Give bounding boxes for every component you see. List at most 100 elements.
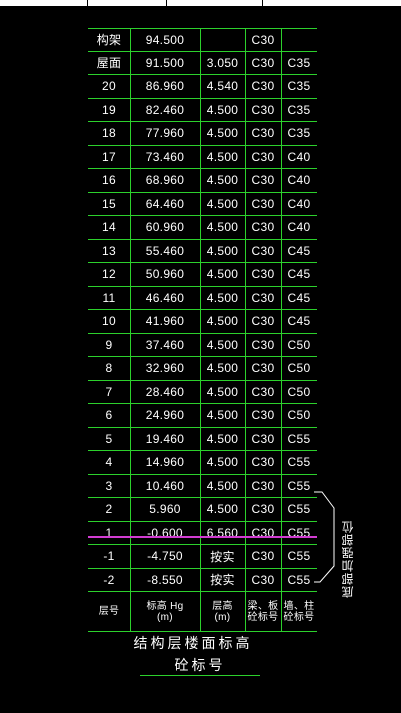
- cell-floor: 11: [102, 290, 116, 305]
- table-row: 1 -0.600 6.560 C30 C55: [88, 522, 317, 545]
- cell-elevation: 24.960: [145, 408, 185, 423]
- cell-col: C55: [287, 549, 311, 564]
- table-row: 12 50.960 4.500 C30 C45: [88, 263, 317, 287]
- cell-col: C35: [287, 55, 311, 70]
- cell-col: C45: [287, 243, 311, 258]
- cell-floor: 构架: [96, 33, 122, 48]
- cell-col: C40: [287, 149, 311, 164]
- cell-floor: 3: [105, 478, 113, 493]
- cell-height: 4.500: [206, 196, 239, 211]
- cell-height: 6.560: [206, 525, 239, 540]
- cell-elevation: 91.500: [145, 55, 185, 70]
- cell-height: 4.500: [206, 408, 239, 423]
- cell-beam: C30: [251, 55, 275, 70]
- table-row: 6 24.960 4.500 C30 C50: [88, 404, 317, 428]
- cell-floor: 18: [102, 126, 116, 141]
- cell-floor: 9: [105, 337, 113, 352]
- top-tick: [262, 0, 263, 6]
- table-row: 8 32.960 4.500 C30 C50: [88, 357, 317, 381]
- header-text: 梁、板: [247, 600, 279, 612]
- cell-col: C55: [287, 478, 311, 493]
- table-row: 4 14.960 4.500 C30 C55: [88, 451, 317, 475]
- cell-floor: 20: [102, 79, 116, 94]
- cell-beam: C30: [251, 102, 275, 117]
- cell-elevation: 86.960: [145, 79, 185, 94]
- cell-height: 4.500: [206, 361, 239, 376]
- cell-height: 4.540: [206, 79, 239, 94]
- cell-beam: C30: [251, 572, 275, 587]
- header-text: 墙、柱: [283, 600, 315, 612]
- cell-floor: 12: [102, 267, 116, 282]
- table-row: 10 41.960 4.500 C30 C45: [88, 310, 317, 334]
- cell-floor: 17: [102, 149, 116, 164]
- cell-floor: 5: [105, 431, 113, 446]
- table-row: 15 64.460 4.500 C30 C40: [88, 193, 317, 216]
- cell-elevation: -4.750: [147, 549, 183, 564]
- cell-beam: C30: [251, 220, 275, 235]
- cell-col: C50: [287, 384, 311, 399]
- cell-elevation: 5.960: [149, 502, 181, 517]
- table-header-row: 层号 标高 Hg (m) 层高 (m) 梁、板 砼标号 墙、柱 砼标号: [88, 592, 317, 632]
- table-row: -1 -4.750 按实 C30 C55: [88, 545, 317, 569]
- cell-elevation: 37.460: [145, 337, 185, 352]
- cell-beam: C30: [251, 314, 275, 329]
- cell-height: 按实: [210, 573, 235, 588]
- header-cell: 梁、板 砼标号: [245, 592, 281, 631]
- top-tick: [87, 0, 88, 6]
- cell-beam: C30: [251, 196, 275, 211]
- cell-col: C40: [287, 196, 311, 211]
- brace-bracket: [314, 491, 335, 583]
- table-row: 3 10.460 4.500 C30 C55: [88, 475, 317, 498]
- cell-beam: C30: [251, 290, 275, 305]
- table-row: 2 5.960 4.500 C30 C55: [88, 498, 317, 522]
- cell-floor: 14: [102, 220, 116, 235]
- cell-height: 4.500: [206, 455, 239, 470]
- cell-beam: C30: [251, 79, 275, 94]
- cell-beam: C30: [251, 126, 275, 141]
- top-tick: [166, 0, 167, 6]
- cell-elevation: 10.460: [145, 478, 185, 493]
- cell-floor: 10: [102, 314, 116, 329]
- cell-floor: -1: [103, 549, 115, 564]
- cell-beam: C30: [251, 243, 275, 258]
- cell-elevation: 28.460: [145, 384, 185, 399]
- column-divider: [281, 28, 282, 632]
- header-text: 砼标号: [283, 611, 315, 623]
- cell-col: C50: [287, 408, 311, 423]
- cell-height: 4.500: [206, 267, 239, 282]
- cell-elevation: 46.460: [145, 290, 185, 305]
- cell-col: C50: [287, 361, 311, 376]
- table-row: 18 77.960 4.500 C30 C35: [88, 122, 317, 146]
- cell-floor: -2: [103, 572, 115, 587]
- header-text: (m): [214, 611, 231, 623]
- cell-floor: 16: [102, 173, 116, 188]
- cell-elevation: 14.960: [145, 455, 185, 470]
- title-underline: [140, 675, 260, 676]
- cell-floor: 4: [105, 455, 113, 470]
- table-row: 9 37.460 4.500 C30 C50: [88, 334, 317, 357]
- cell-floor: 8: [105, 361, 113, 376]
- cell-col: C50: [287, 337, 311, 352]
- column-divider: [200, 28, 201, 632]
- cell-height: [200, 29, 245, 51]
- cell-col: C40: [287, 220, 311, 235]
- header-text: 标高 Hg: [146, 600, 184, 612]
- table-row: 19 82.460 4.500 C30 C35: [88, 99, 317, 122]
- header-text: 层高: [212, 600, 233, 612]
- header-text: 砼标号: [247, 611, 279, 623]
- cell-height: 4.500: [206, 149, 239, 164]
- table-row: 14 60.960 4.500 C30 C40: [88, 216, 317, 240]
- cell-elevation: 94.500: [145, 32, 185, 47]
- header-text: (m): [157, 611, 173, 623]
- table-row: 11 46.460 4.500 C30 C45: [88, 287, 317, 310]
- cell-beam: C30: [251, 267, 275, 282]
- cell-height: 4.500: [206, 337, 239, 352]
- cell-height: 4.500: [206, 314, 239, 329]
- column-divider: [245, 28, 246, 632]
- cell-height: 4.500: [206, 102, 239, 117]
- cell-elevation: 82.460: [145, 102, 185, 117]
- cell-height: 4.500: [206, 431, 239, 446]
- header-cell: 层高 (m): [200, 592, 245, 631]
- top-border: [0, 0, 401, 6]
- cell-elevation: 77.960: [145, 126, 185, 141]
